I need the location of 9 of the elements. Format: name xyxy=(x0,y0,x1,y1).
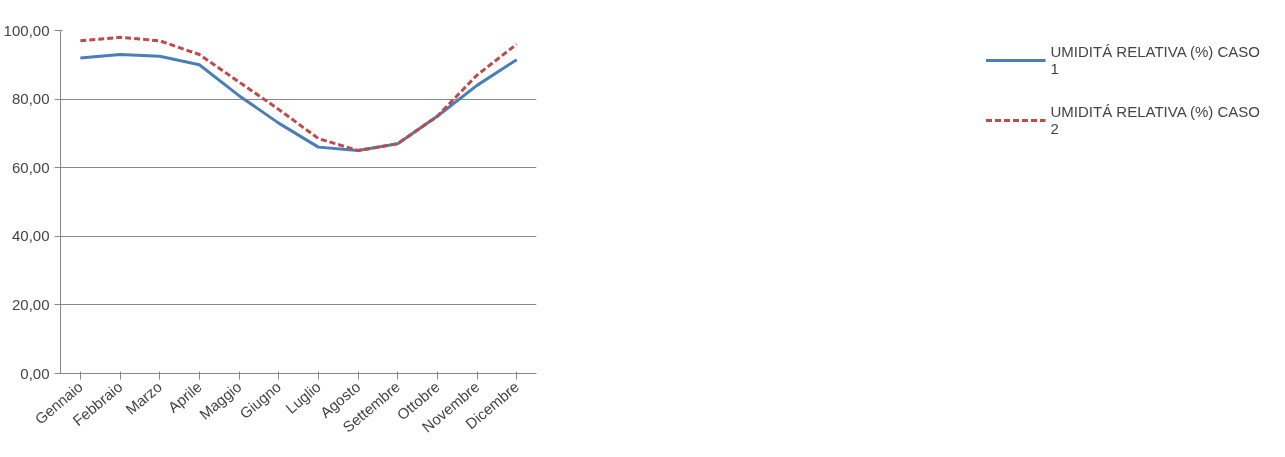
legend-label: UMIDITÁ RELATIVA (%) CASO 2 xyxy=(1050,102,1260,139)
y-tick-label: 20,00 xyxy=(11,295,50,313)
y-tick-label: 40,00 xyxy=(11,227,50,245)
legend-label: UMIDITÁ RELATIVA (%) CASO 1 xyxy=(1050,42,1260,79)
y-tick-label: 60,00 xyxy=(11,158,50,176)
y-tick-label: 80,00 xyxy=(11,90,50,108)
line-series xyxy=(78,35,519,153)
y-tick-label: 100,00 xyxy=(3,21,50,39)
y-tick-label: 0,00 xyxy=(20,364,50,382)
